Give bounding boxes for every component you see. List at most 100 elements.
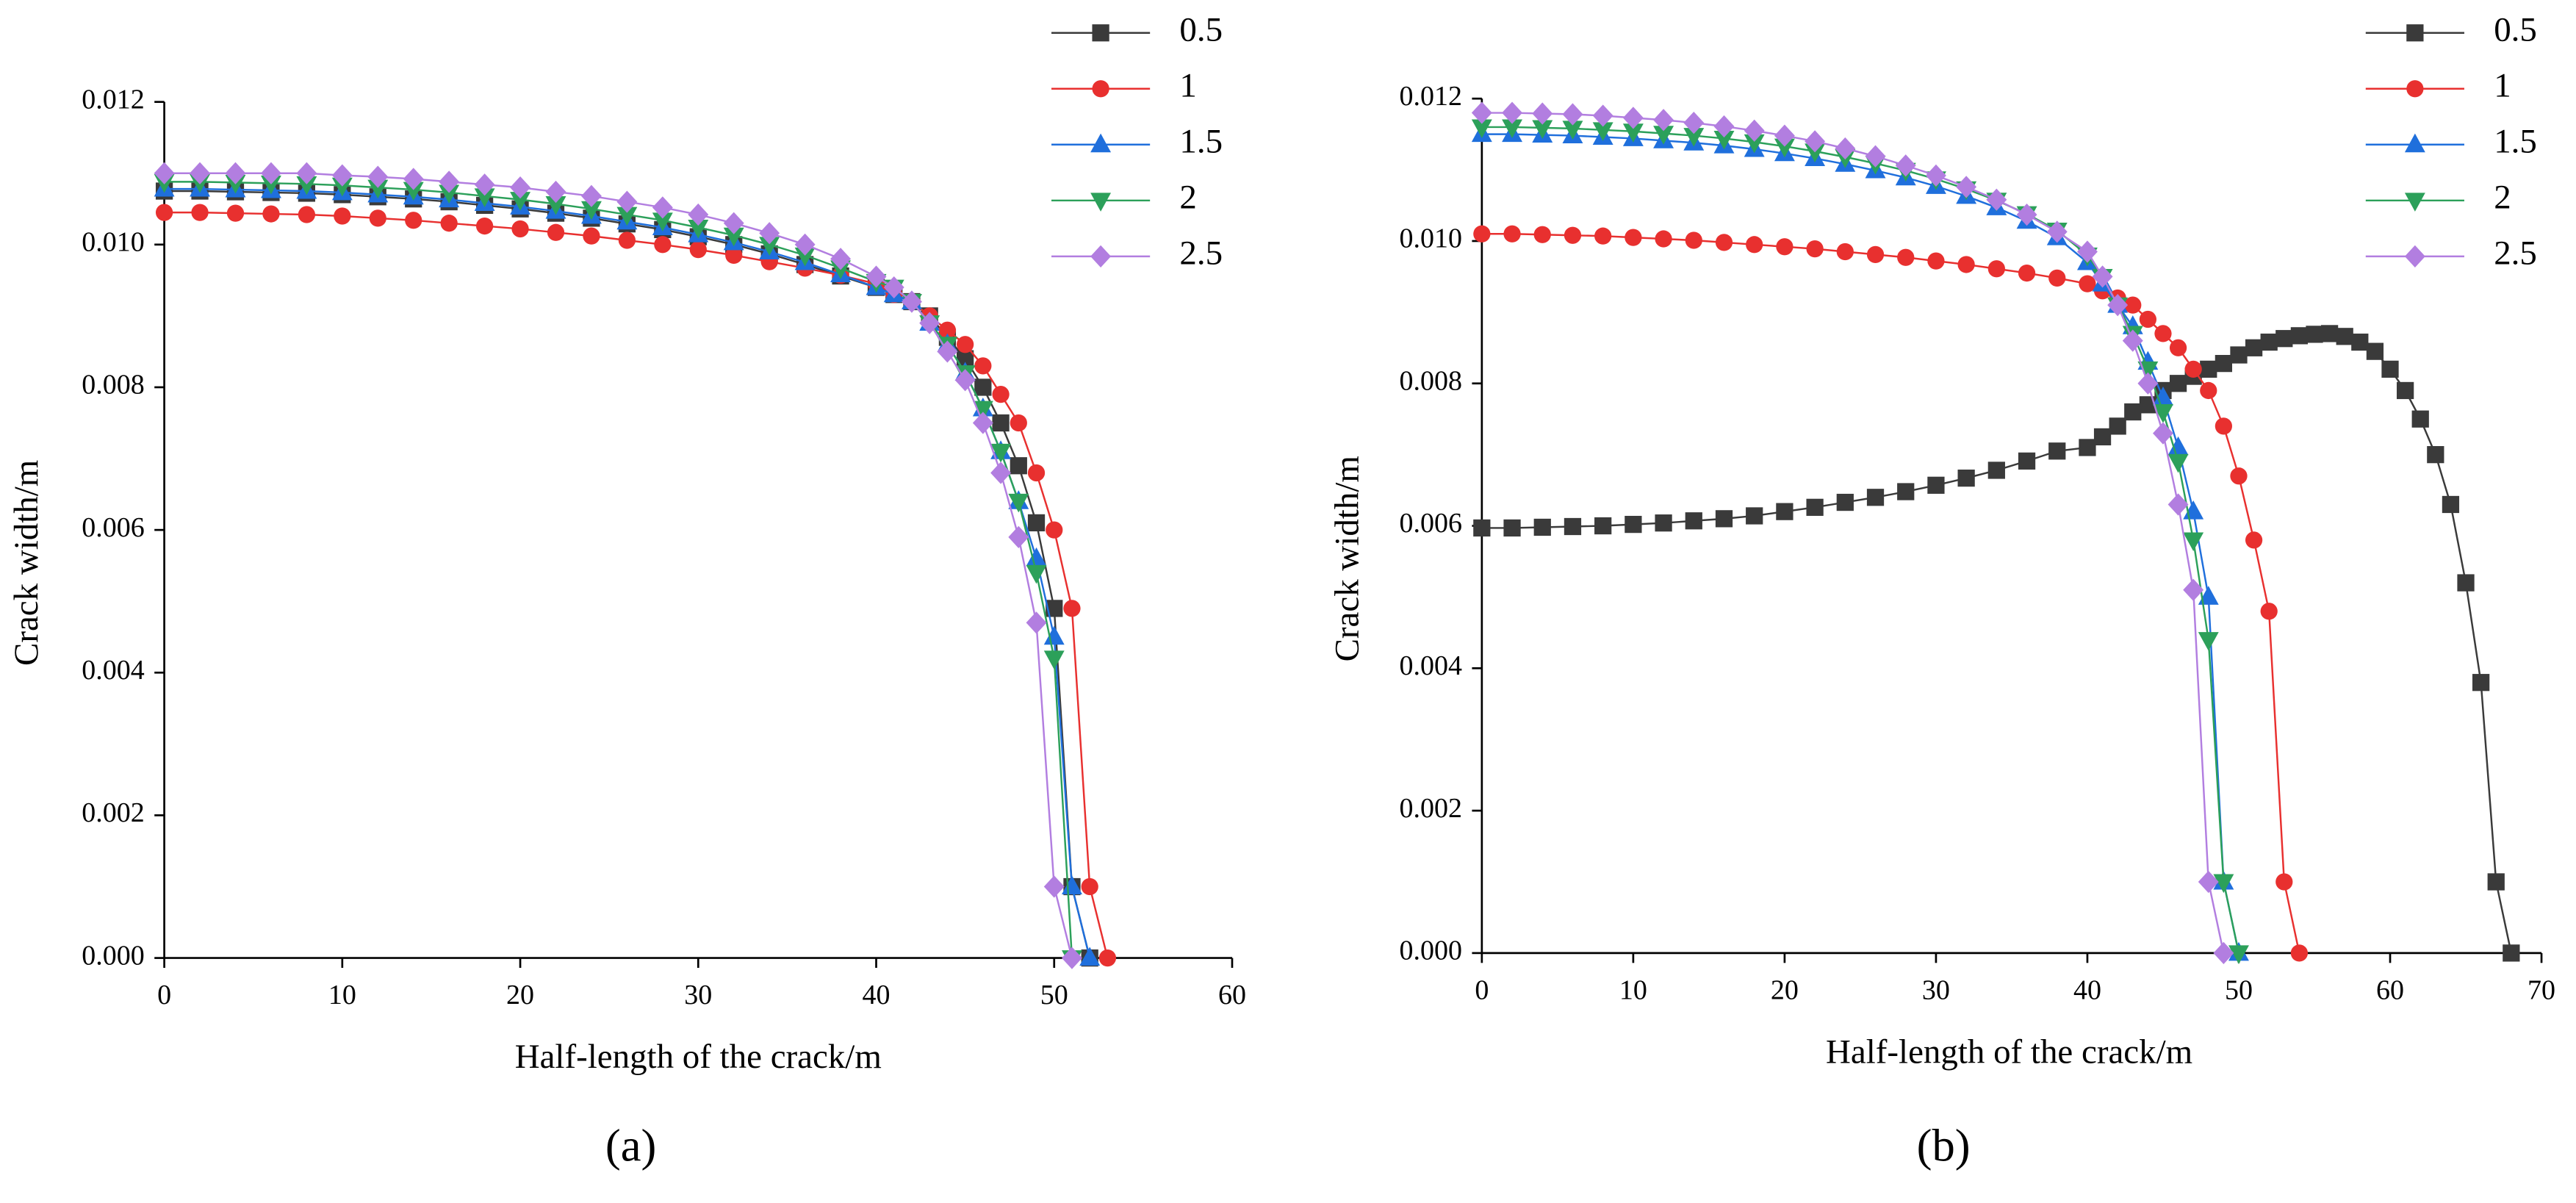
- series: [1473, 225, 2309, 962]
- data-point: [1987, 462, 2005, 479]
- data-point: [654, 236, 672, 254]
- data-point: [2290, 327, 2309, 345]
- data-point: [2198, 632, 2219, 651]
- data-point: [616, 207, 638, 226]
- data-point: [2260, 333, 2278, 351]
- data-point: [1806, 498, 1824, 516]
- y-tick-label: 0.010: [82, 227, 145, 258]
- data-point: [1805, 143, 1826, 162]
- data-point: [2077, 240, 2098, 263]
- data-point: [2457, 574, 2475, 592]
- data-point: [1026, 611, 1047, 634]
- legend-label: 2: [1179, 179, 1196, 217]
- data-point: [990, 443, 1012, 463]
- data-point: [439, 184, 460, 204]
- data-point: [2320, 325, 2339, 342]
- data-point: [1957, 256, 1975, 273]
- data-point: [1043, 875, 1065, 898]
- legend-label: 1.5: [2494, 123, 2537, 161]
- data-point: [2018, 452, 2036, 470]
- data-point: [2048, 269, 2066, 287]
- data-point: [1865, 145, 1886, 168]
- data-point: [2109, 417, 2126, 435]
- data-point: [1562, 103, 1583, 126]
- series-line: [164, 181, 1073, 958]
- data-point: [2260, 603, 2278, 620]
- data-point: [1685, 231, 1702, 249]
- legend-label: 1.5: [1179, 123, 1223, 161]
- data-point: [1079, 947, 1101, 966]
- x-tick-label: 10: [328, 980, 356, 1010]
- y-tick-label: 0.008: [82, 370, 145, 401]
- data-point: [2107, 294, 2129, 317]
- data-point: [440, 215, 458, 232]
- data-point: [1986, 188, 2007, 211]
- data-point: [260, 162, 281, 184]
- data-point: [2079, 439, 2096, 456]
- data-point: [957, 336, 974, 353]
- data-point: [2048, 442, 2066, 460]
- data-point: [2153, 387, 2173, 406]
- series: [1471, 123, 2249, 961]
- data-point: [511, 220, 529, 238]
- data-point: [2200, 381, 2217, 400]
- data-point: [1503, 225, 1521, 243]
- data-point: [2427, 446, 2444, 464]
- data-point: [367, 165, 389, 188]
- data-point: [1806, 240, 1824, 258]
- data-point: [1625, 515, 1642, 534]
- data-point: [1746, 236, 1763, 254]
- data-point: [369, 209, 386, 227]
- data-point: [2228, 945, 2249, 965]
- data-point: [403, 182, 424, 201]
- y-tick-label: 0.012: [82, 84, 145, 115]
- legend-marker: [1092, 80, 1109, 98]
- data-point: [298, 206, 316, 223]
- series: [155, 204, 1117, 967]
- caption: (a): [605, 1120, 656, 1171]
- x-tick-label: 70: [2528, 974, 2555, 1005]
- series: [154, 177, 1101, 966]
- data-point: [1927, 252, 1945, 270]
- data-point: [1043, 625, 1065, 645]
- data-point: [2122, 329, 2143, 352]
- data-point: [1897, 248, 1915, 266]
- data-point: [1744, 134, 1765, 154]
- data-point: [1776, 238, 1794, 256]
- data-point: [2198, 870, 2219, 894]
- y-tick-label: 0.004: [82, 655, 145, 686]
- data-point: [652, 212, 673, 231]
- data-point: [154, 162, 175, 184]
- data-point: [1957, 469, 1975, 487]
- series-line: [1481, 126, 2240, 954]
- data-point: [2503, 944, 2520, 962]
- data-point: [618, 231, 636, 249]
- data-point: [262, 205, 280, 223]
- data-point: [2290, 944, 2309, 962]
- data-point: [974, 357, 992, 375]
- data-point: [1774, 124, 1795, 147]
- data-point: [2093, 428, 2112, 446]
- data-point: [2366, 342, 2384, 360]
- series: [1471, 119, 2249, 965]
- legend-label: 0.5: [2494, 11, 2537, 49]
- data-point: [759, 237, 780, 256]
- data-point: [2215, 354, 2233, 373]
- data-point: [296, 176, 317, 195]
- x-tick-label: 60: [1218, 980, 1246, 1010]
- x-tick-label: 30: [684, 980, 712, 1010]
- data-point: [974, 378, 992, 396]
- data-point: [1562, 121, 1583, 140]
- y-tick-label: 0.000: [82, 940, 145, 971]
- data-point: [723, 212, 744, 234]
- data-point: [1956, 176, 1977, 198]
- data-point: [1655, 230, 1672, 248]
- data-point: [1046, 600, 1063, 617]
- legend-label: 2.5: [1179, 234, 1223, 273]
- x-tick-label: 60: [2376, 974, 2404, 1005]
- data-point: [2245, 531, 2263, 549]
- data-point: [2275, 873, 2293, 891]
- data-point: [2472, 674, 2490, 692]
- data-point: [1473, 519, 1491, 537]
- legend-label: 2.5: [2494, 234, 2537, 273]
